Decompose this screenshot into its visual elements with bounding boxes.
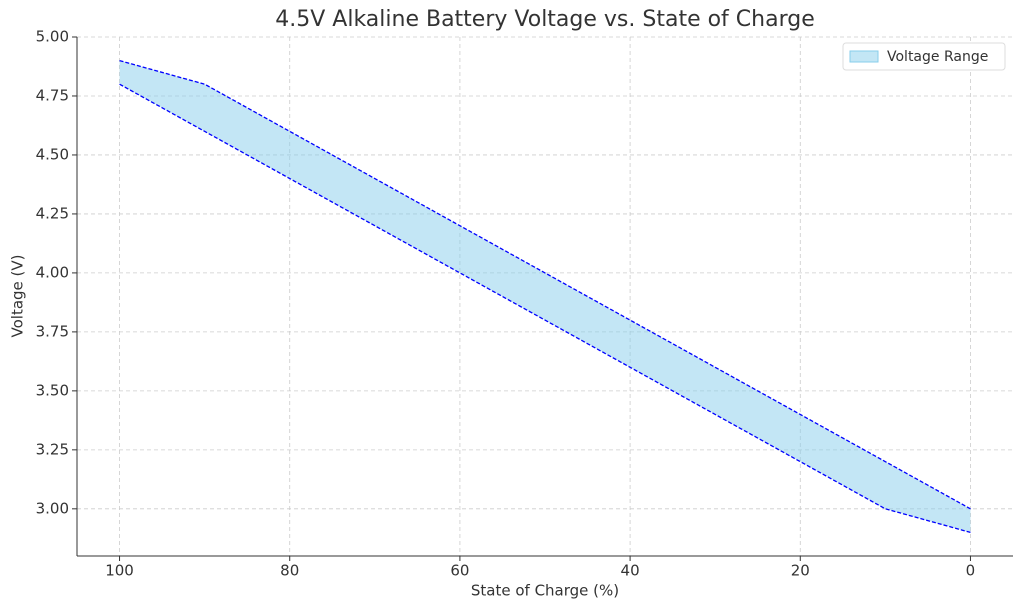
lower-line — [119, 83, 971, 534]
y-tick-label: 3.50 — [36, 381, 69, 399]
y-tick-label: 4.00 — [36, 263, 69, 281]
upper-line — [119, 59, 971, 510]
y-tick-label: 3.25 — [36, 440, 69, 458]
x-tick-label: 80 — [280, 562, 299, 580]
y-tick-label: 4.25 — [36, 204, 69, 222]
x-tick-label: 40 — [621, 562, 640, 580]
chart-title: 4.5V Alkaline Battery Voltage vs. State … — [275, 7, 815, 32]
legend-swatch — [849, 50, 879, 63]
legend-box — [842, 42, 1006, 71]
x-tick-label: 20 — [791, 562, 810, 580]
y-axis-label: Voltage (V) — [9, 255, 27, 338]
y-tick-label: 4.50 — [36, 145, 69, 163]
x-axis-label: State of Charge (%) — [471, 582, 619, 600]
x-tick-label: 0 — [966, 562, 976, 580]
x-tick-label: 60 — [450, 562, 469, 580]
y-tick-label: 3.75 — [36, 322, 69, 340]
y-tick-label: 3.00 — [36, 499, 69, 517]
y-tick-label: 4.75 — [36, 86, 69, 104]
x-tick-label: 100 — [105, 562, 134, 580]
range-area — [119, 60, 971, 533]
y-tick-label: 5.00 — [36, 28, 69, 46]
legend-label: Voltage Range — [887, 49, 988, 65]
